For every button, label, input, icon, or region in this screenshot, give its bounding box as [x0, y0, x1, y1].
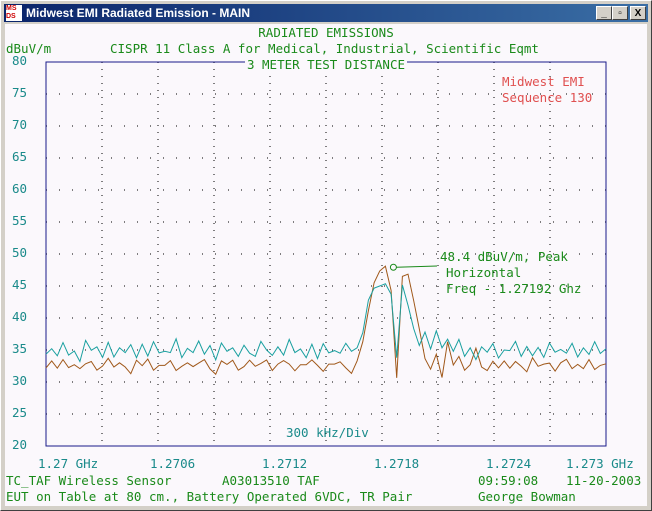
y-tick-label: 70 — [12, 117, 28, 132]
x-tick-label: 1.273 GHz — [566, 456, 634, 471]
restore-button[interactable]: ▫ — [612, 6, 628, 20]
y-tick-label: 25 — [12, 405, 28, 420]
app-logo-icon: MS DS — [6, 5, 22, 21]
peak-annotation-level: 48.4 dBuV/m, Peak — [440, 249, 568, 264]
peak-annotation-freq: Freq - 1.27192 Ghz — [446, 281, 582, 296]
operator: George Bowman — [478, 489, 576, 504]
y-tick-label: 20 — [12, 437, 28, 452]
test-setup: EUT on Table at 80 cm., Battery Operated… — [6, 489, 413, 504]
test-distance-label: 3 METER TEST DISTANCE — [244, 57, 408, 72]
test-time: 09:59:08 — [478, 473, 539, 488]
minimize-button[interactable]: _ — [596, 6, 612, 20]
window-title: Midwest EMI Radiated Emission - MAIN — [26, 6, 251, 20]
legend-company: Midwest EMI — [502, 74, 585, 89]
chart-subtitle: CISPR 11 Class A for Medical, Industrial… — [110, 41, 539, 56]
peak-marker — [389, 263, 397, 271]
series-horizontal — [45, 265, 607, 378]
y-tick-label: 45 — [12, 277, 28, 292]
y-tick-label: 40 — [12, 309, 28, 324]
test-distance: 3 METER TEST DISTANCE — [0, 57, 652, 72]
x-tick-label: 1.2724 — [486, 456, 532, 471]
peak-annotation-polarity: Horizontal — [446, 265, 522, 280]
y-unit-label: dBuV/m — [6, 41, 52, 56]
y-tick-label: 30 — [12, 373, 28, 388]
series-vertical — [45, 283, 607, 363]
y-tick-label: 50 — [12, 245, 28, 260]
peak-leader-line — [396, 265, 438, 268]
eut-id: A03013510 TAF — [222, 473, 320, 488]
x-tick-label: 1.27 GHz — [38, 456, 99, 471]
legend-sequence: Sequence 130 — [502, 90, 593, 105]
close-button[interactable]: X — [630, 6, 646, 20]
x-tick-label: 1.2718 — [374, 456, 420, 471]
title-bar: MS DS Midwest EMI Radiated Emission - MAI… — [4, 4, 648, 22]
x-tick-label: 1.2706 — [150, 456, 196, 471]
eut-name: TC_TAF Wireless Sensor — [6, 473, 172, 488]
test-date: 11-20-2003 — [566, 473, 642, 488]
chart-title: RADIATED EMISSIONS — [258, 25, 394, 40]
y-tick-label: 65 — [12, 149, 28, 164]
y-tick-label: 80 — [12, 53, 28, 68]
x-tick-label: 1.2712 — [262, 456, 308, 471]
y-tick-label: 35 — [12, 341, 28, 356]
y-tick-label: 60 — [12, 181, 28, 196]
y-tick-label: 55 — [12, 213, 28, 228]
y-tick-label: 75 — [12, 85, 28, 100]
x-div-label: 300 kHz/Div — [286, 425, 369, 440]
